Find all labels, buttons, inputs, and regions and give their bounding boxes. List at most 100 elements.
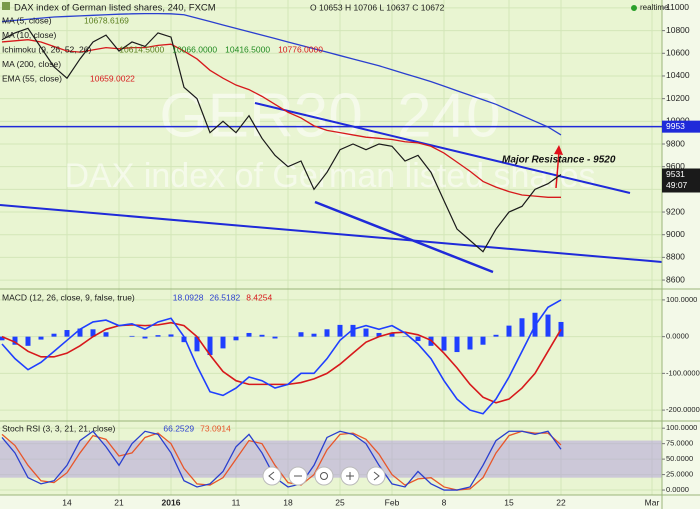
histogram-bar: [233, 336, 239, 341]
zoom-controls: [262, 466, 386, 486]
arrow: [555, 151, 560, 189]
histogram-bar: [12, 336, 18, 345]
y-tick-label: -100.0000: [666, 368, 700, 377]
panel-value: 18.0928: [173, 292, 204, 302]
x-tick-label: 11: [232, 497, 241, 507]
histogram-bar: [194, 336, 200, 352]
y-tick-label: 11000: [666, 2, 689, 12]
histogram-bar: [51, 333, 57, 337]
x-tick-label: 22: [556, 497, 566, 507]
histogram-bar: [155, 335, 161, 337]
x-tick-label: Mar: [645, 497, 660, 507]
histogram-bar: [441, 336, 447, 351]
panel-title: MACD (12, 26, close, 9, false, true): [2, 292, 135, 302]
status: realtime: [640, 3, 669, 12]
icon: [320, 472, 328, 480]
histogram-bar: [298, 332, 304, 337]
indicator-line: [1, 39, 561, 198]
histogram-bar: [77, 328, 83, 337]
histogram-bar: [103, 332, 109, 337]
y-tick-label: 10000: [666, 116, 690, 126]
x-tick-label: Feb: [385, 497, 400, 507]
signal-line: [1, 321, 562, 404]
histogram-bar: [493, 334, 499, 337]
histogram-bar: [25, 336, 31, 346]
ohlc-values: O 10653 H 10706 L 10637 C 10672: [310, 2, 445, 12]
y-tick-label: -200.0000: [666, 405, 700, 414]
status-dot: [631, 5, 637, 11]
trendline: [0, 204, 663, 263]
legend-name: Ichimoku (9, 26, 52, 26): [2, 44, 91, 54]
histogram-bar: [337, 324, 343, 337]
scroll-right-button[interactable]: [366, 466, 386, 486]
y-tick-label: 9000: [666, 229, 685, 239]
legend-value: 10659.0022: [90, 73, 135, 83]
histogram-bar: [311, 333, 317, 337]
histogram-bar: [389, 332, 395, 337]
histogram-bar: [142, 336, 148, 339]
y-tick-label: 0.0000: [666, 332, 689, 341]
legend-value: 10614.5000: [119, 44, 164, 54]
macd-line: [1, 299, 562, 415]
legend-value: 10416.5000: [225, 44, 270, 54]
k-line: [1, 430, 562, 491]
price-tag: [662, 120, 700, 133]
y-tick-label: 100.0000: [666, 295, 697, 304]
legend-name: MA (10, close): [2, 30, 56, 40]
y-tick-label: 75.0000: [666, 439, 693, 448]
histogram-bar: [38, 336, 44, 340]
legend-name: MA (200, close): [2, 59, 61, 69]
histogram-bar: [207, 336, 213, 355]
scroll-left-button[interactable]: [262, 466, 282, 486]
panel-value: 66.2529: [163, 423, 194, 433]
y-tick-label: 100.0000: [666, 423, 697, 432]
x-tick-label: 14: [62, 497, 72, 507]
histogram-bar: [324, 329, 330, 337]
legend-value: 10066.0000: [172, 44, 217, 54]
histogram-bar: [454, 336, 460, 353]
reset-button[interactable]: [314, 466, 334, 486]
histogram-bar: [64, 330, 70, 337]
histogram-bar: [506, 325, 512, 337]
x-tick-label: 2016: [162, 497, 181, 507]
panel-value: 73.0914: [200, 423, 231, 433]
d-line: [1, 430, 562, 491]
x-tick-label: 18: [283, 497, 293, 507]
histogram-bar: [415, 336, 421, 342]
countdown: 49:07: [666, 180, 688, 190]
legend-name: MA (5, close): [2, 15, 52, 25]
icon: [373, 471, 380, 481]
histogram-bar: [246, 332, 252, 337]
y-tick-label: 9200: [666, 206, 685, 216]
arrow-head: [554, 145, 563, 155]
y-tick-label: 8800: [666, 252, 685, 262]
x-tick-label: 8: [442, 497, 447, 507]
histogram-bar: [467, 336, 473, 350]
y-tick-label: 10600: [666, 48, 690, 58]
plot-background: [0, 0, 662, 495]
histogram-bar: [90, 329, 96, 337]
histogram-bar: [220, 336, 226, 349]
watermark: GER30, 240: [159, 81, 500, 150]
y-tick-label: 9800: [666, 138, 685, 148]
panel-title: Stoch RSI (3, 3, 21, 21, close): [2, 423, 116, 433]
trendline: [254, 102, 631, 194]
last-price-label: 9531: [666, 169, 685, 179]
price-line: [1, 27, 562, 253]
histogram-bar: [480, 336, 486, 345]
last-price-tag: [662, 168, 700, 193]
y-tick-label: 50.0000: [666, 454, 693, 463]
histogram-bar: [129, 335, 135, 337]
y-tick-label: 8600: [666, 274, 685, 284]
time-axis-background: [0, 495, 662, 509]
icon: [346, 472, 354, 480]
icon: [268, 471, 275, 481]
y-tick-label: 10800: [666, 25, 690, 35]
menu-icon[interactable]: [2, 2, 10, 10]
histogram-bar: [272, 336, 278, 339]
panel-value: 26.5182: [209, 292, 240, 302]
histogram-bar: [363, 328, 369, 337]
histogram-bar: [519, 318, 525, 337]
chart-title: DAX index of German listed shares, 240, …: [14, 3, 216, 14]
